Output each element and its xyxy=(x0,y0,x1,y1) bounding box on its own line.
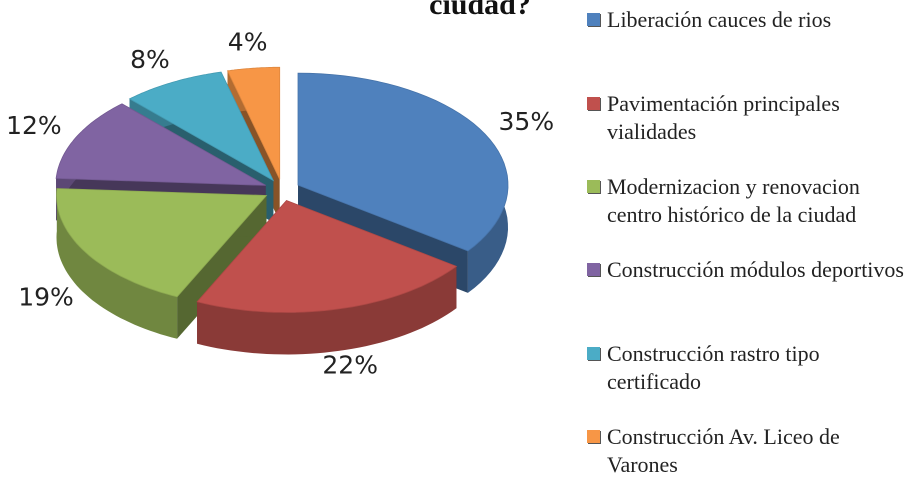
data-label: 4% xyxy=(228,28,268,57)
legend-label: Construcción Av. Liceo de Varones xyxy=(607,424,840,477)
data-label: 8% xyxy=(130,45,170,74)
legend-swatch xyxy=(587,347,600,360)
slice-wall xyxy=(56,188,178,339)
legend-swatch xyxy=(587,430,600,443)
legend-item: Construcción módulos deportivos xyxy=(585,256,907,284)
legend-item: Modernizacion y renovacion centro histór… xyxy=(585,173,907,229)
data-label: 12% xyxy=(6,111,62,140)
legend-swatch xyxy=(587,263,600,276)
legend-label: Construcción módulos deportivos xyxy=(607,257,904,282)
data-label: 19% xyxy=(18,283,74,312)
legend-item: Liberación cauces de rios xyxy=(585,6,907,34)
legend-label: Pavimentación principales vialidades xyxy=(607,91,840,144)
legend-label: Modernizacion y renovacion centro histór… xyxy=(607,174,860,227)
legend-item: Construcción rastro tipo certificado xyxy=(585,340,907,396)
slice xyxy=(196,200,458,313)
legend-swatch xyxy=(587,97,600,110)
legend-label: Construcción rastro tipo certificado xyxy=(607,341,820,394)
chart-title: ciudad? xyxy=(429,0,531,21)
data-label: 22% xyxy=(322,350,378,379)
legend-swatch xyxy=(587,13,600,26)
legend-item: Pavimentación principales vialidades xyxy=(585,90,907,146)
legend-item: Construcción Av. Liceo de Varones xyxy=(585,423,907,479)
slice xyxy=(226,66,281,180)
slice xyxy=(128,71,275,182)
legend-swatch xyxy=(587,180,600,193)
data-label: 35% xyxy=(499,107,555,136)
slice xyxy=(55,103,266,186)
slice xyxy=(56,188,268,298)
slice xyxy=(297,72,509,252)
legend-label: Liberación cauces de rios xyxy=(607,7,832,32)
